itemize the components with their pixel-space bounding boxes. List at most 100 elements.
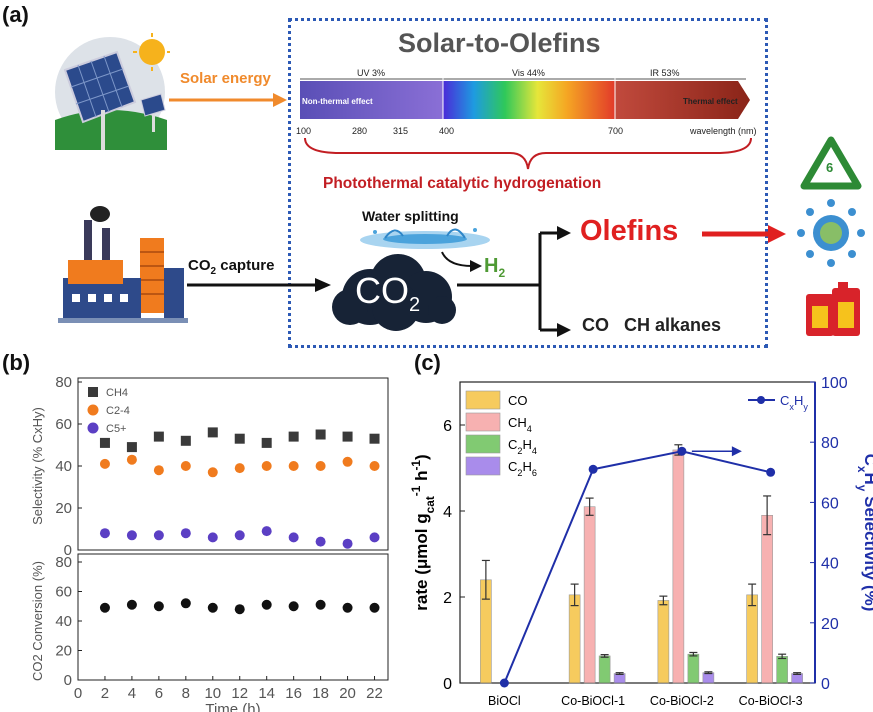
panel-c-category-label: Co-BiOCl-2 [650,694,714,708]
point-co2-conversion [261,599,272,610]
non-thermal-label: Non-thermal effect [302,97,373,106]
point-co2-conversion [207,602,218,613]
recycle-icon [800,136,862,190]
solar-to-olefins-title: Solar-to-Olefins [398,28,601,58]
byproducts-label: CO CH alkanes [582,315,722,335]
point-C2-4 [315,461,326,471]
point-CH4 [234,433,245,444]
legend-swatch-CH4 [465,412,501,432]
panel-c-category-label: BiOCl [488,694,521,708]
legend-label-C2H4: C2H4 [508,437,537,456]
panel-b-xtick-label: 14 [258,685,275,702]
point-C2-4 [261,461,272,471]
bar-CH4 [583,506,596,684]
panel-b-top-ytick-label: 60 [55,416,72,433]
point-co2-conversion [288,601,299,612]
selectivity-line [503,450,771,684]
band-ir: IR 53% [650,68,680,78]
fuel-can-icon [806,282,860,336]
co2-cloud-shape [332,254,456,331]
legend-label-C2H6: C2H6 [508,459,537,478]
wavelength-axis-label: wavelength (nm) [690,126,757,136]
tick-280: 280 [352,126,368,136]
solar-energy-label: Solar energy [180,70,271,87]
legend-marker-C5+ [87,422,99,434]
thermal-label: Thermal effect [683,97,738,106]
point-CH4 [180,435,191,446]
panel-c-y2tick-label: 80 [821,435,839,452]
panel-b-top-ytick-label: 0 [64,542,72,559]
band-vis: Vis 44% [512,68,545,78]
selectivity-point [499,678,509,688]
point-C5+ [342,538,353,549]
point-C5+ [288,532,299,543]
point-CH4 [126,442,137,453]
solar-arrow [169,93,287,107]
panel-b-xtick-label: 10 [204,685,221,702]
point-co2-conversion [126,599,137,610]
selectivity-point [677,446,687,456]
panel-c-y2tick-label: 100 [821,375,848,392]
band-uv: UV 3% [357,68,386,78]
tick-400: 400 [439,126,455,136]
legend-label-CxHy: CxHy [780,393,808,412]
point-C2-4 [153,465,164,476]
legend-label-C5+: C5+ [106,423,127,435]
bar-CO [746,594,758,684]
co2-capture-label: CO2 capture [188,257,275,277]
panel-b-xtick-label: 20 [339,685,356,702]
panel-c-ytick-label: 4 [443,504,452,521]
panel-b-bottom-ytick-label: 40 [55,613,72,630]
bar-C2H4 [598,655,611,684]
tick-100: 100 [296,126,312,136]
bar-C2H4 [776,656,788,684]
legend-swatch-CO [465,390,501,410]
water-splitting-label: Water splitting [362,208,459,224]
tick-700: 700 [608,126,624,136]
panel-b-xtick-label: 0 [74,685,82,702]
point-CH4 [288,431,299,442]
bar-CH4 [761,515,773,684]
bar-CO [568,594,581,684]
point-C2-4 [126,454,137,465]
point-C5+ [261,526,272,537]
point-CH4 [369,433,380,444]
selectivity-point [588,464,598,474]
legend-marker-CH4 [88,387,98,397]
legend-swatch-C2H4 [465,434,501,454]
recycle-number: 6 [826,160,834,175]
point-co2-conversion [315,599,326,610]
point-co2-conversion [369,602,380,613]
axis-pointer-arrowhead [731,446,742,457]
panel-b-bottom-frame [77,553,389,681]
panel-c-category-label: Co-BiOCl-3 [739,694,803,708]
panel-b-xtick-label: 4 [128,685,136,702]
point-C5+ [207,532,218,543]
panel-c-y2tick-label: 60 [821,495,839,512]
legend-swatch-C2H6 [465,456,501,476]
olefins-arrow [702,225,786,243]
point-CH4 [99,437,110,448]
spectrum-brace [304,137,752,170]
point-CH4 [153,431,164,442]
point-C2-4 [288,461,299,471]
point-C5+ [153,530,164,541]
factory-illustration [58,206,188,323]
point-CH4 [315,429,326,440]
point-C5+ [126,530,137,541]
panel-b-top-ytick-label: 80 [55,374,72,391]
panel-b-xtick-label: 18 [312,685,329,702]
panel-c-ytick-label: 6 [443,418,452,435]
bar-C2H4 [687,653,700,684]
panel-c-y2tick-label: 20 [821,616,839,633]
panel-b-top-ylabel: Selectivity (% CxHy) [30,407,45,525]
panel-b-xtick-label: 6 [155,685,163,702]
panel-b-bottom-ytick-label: 60 [55,584,72,601]
product-branch-arrows [457,226,571,337]
tick-315: 315 [393,126,409,136]
point-co2-conversion [234,604,245,615]
panel-c-y2label: CxHy Selectivity (%) [855,454,873,612]
spectrum-bar [300,77,750,121]
